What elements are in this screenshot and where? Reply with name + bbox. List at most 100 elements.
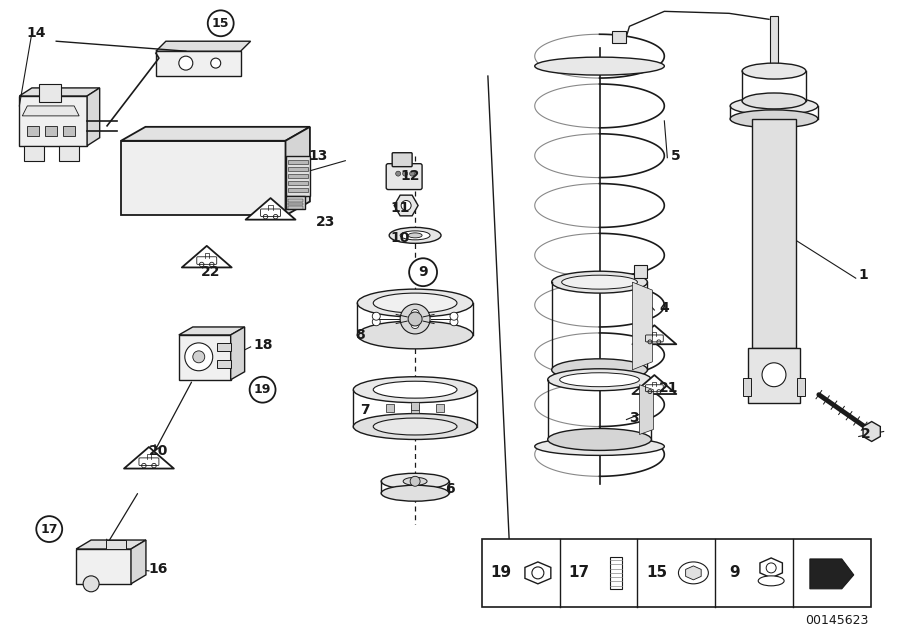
Bar bbox=[752, 119, 796, 348]
Polygon shape bbox=[639, 385, 653, 434]
Text: 1: 1 bbox=[859, 268, 868, 282]
Ellipse shape bbox=[408, 233, 422, 238]
Ellipse shape bbox=[560, 373, 639, 387]
Circle shape bbox=[400, 304, 430, 334]
Bar bbox=[634, 265, 647, 278]
Ellipse shape bbox=[382, 485, 449, 501]
Polygon shape bbox=[633, 282, 652, 370]
Bar bbox=[609, 557, 622, 589]
Ellipse shape bbox=[374, 381, 457, 398]
Ellipse shape bbox=[742, 93, 806, 109]
Polygon shape bbox=[633, 325, 676, 344]
Bar bbox=[285, 195, 305, 209]
Circle shape bbox=[208, 10, 234, 36]
Circle shape bbox=[396, 171, 400, 176]
Circle shape bbox=[249, 377, 275, 403]
Bar bbox=[287, 174, 309, 177]
Bar bbox=[27, 126, 40, 136]
Circle shape bbox=[410, 171, 415, 176]
Bar bbox=[287, 167, 309, 170]
Ellipse shape bbox=[562, 275, 637, 289]
Bar bbox=[796, 378, 805, 396]
Bar bbox=[411, 405, 419, 413]
Polygon shape bbox=[863, 422, 880, 441]
Ellipse shape bbox=[357, 321, 472, 349]
Ellipse shape bbox=[357, 289, 472, 317]
Ellipse shape bbox=[730, 97, 818, 115]
Circle shape bbox=[184, 343, 212, 371]
Text: 00145623: 00145623 bbox=[806, 614, 868, 627]
Polygon shape bbox=[76, 549, 131, 584]
Polygon shape bbox=[19, 88, 100, 96]
Polygon shape bbox=[230, 327, 245, 380]
Bar bbox=[217, 360, 230, 368]
Polygon shape bbox=[394, 195, 418, 216]
Ellipse shape bbox=[354, 377, 477, 403]
Bar bbox=[287, 181, 309, 184]
Circle shape bbox=[532, 567, 544, 579]
Text: 7: 7 bbox=[360, 403, 370, 417]
Bar bbox=[45, 126, 58, 136]
Circle shape bbox=[411, 321, 419, 329]
Ellipse shape bbox=[552, 359, 647, 381]
Text: 12: 12 bbox=[400, 169, 419, 183]
Polygon shape bbox=[182, 246, 231, 268]
Ellipse shape bbox=[535, 57, 664, 75]
Text: 4: 4 bbox=[660, 301, 669, 315]
Circle shape bbox=[36, 516, 62, 542]
Ellipse shape bbox=[552, 271, 647, 293]
Polygon shape bbox=[121, 141, 285, 216]
Polygon shape bbox=[19, 96, 87, 146]
Text: 9: 9 bbox=[418, 265, 427, 279]
Bar bbox=[436, 404, 445, 411]
Bar bbox=[287, 198, 303, 202]
Text: 2: 2 bbox=[860, 427, 870, 441]
Circle shape bbox=[373, 318, 380, 326]
Circle shape bbox=[408, 312, 422, 326]
Polygon shape bbox=[285, 127, 310, 216]
Polygon shape bbox=[121, 127, 310, 141]
Bar bbox=[287, 188, 309, 191]
Bar bbox=[106, 540, 126, 549]
Text: 16: 16 bbox=[148, 562, 168, 576]
Polygon shape bbox=[633, 375, 676, 394]
Polygon shape bbox=[525, 562, 551, 584]
Ellipse shape bbox=[548, 429, 652, 450]
Text: 14: 14 bbox=[26, 26, 46, 40]
Circle shape bbox=[410, 476, 420, 487]
Text: 23: 23 bbox=[315, 216, 335, 230]
Text: 17: 17 bbox=[569, 565, 590, 581]
Bar bbox=[411, 402, 419, 410]
Circle shape bbox=[766, 563, 776, 573]
Circle shape bbox=[762, 363, 786, 387]
Text: 15: 15 bbox=[212, 17, 230, 30]
Circle shape bbox=[450, 312, 458, 320]
Ellipse shape bbox=[354, 413, 477, 439]
Polygon shape bbox=[246, 198, 295, 219]
Text: 20: 20 bbox=[148, 445, 168, 459]
Polygon shape bbox=[76, 540, 146, 549]
Ellipse shape bbox=[535, 438, 664, 455]
Bar bbox=[63, 126, 76, 136]
Polygon shape bbox=[131, 540, 146, 584]
Text: 18: 18 bbox=[254, 338, 273, 352]
Text: 8: 8 bbox=[356, 328, 365, 342]
Bar bbox=[287, 202, 303, 205]
Ellipse shape bbox=[374, 418, 457, 435]
Text: 11: 11 bbox=[391, 202, 410, 216]
Bar bbox=[770, 17, 778, 71]
Text: 3: 3 bbox=[629, 411, 639, 425]
Polygon shape bbox=[156, 51, 240, 76]
Ellipse shape bbox=[730, 110, 818, 128]
Polygon shape bbox=[156, 41, 250, 51]
Polygon shape bbox=[22, 106, 79, 116]
Text: 17: 17 bbox=[40, 523, 58, 536]
Ellipse shape bbox=[548, 369, 652, 391]
Ellipse shape bbox=[403, 477, 427, 485]
Bar bbox=[482, 539, 870, 607]
Bar bbox=[217, 343, 230, 351]
Bar bbox=[285, 156, 310, 195]
Bar bbox=[613, 31, 626, 43]
Ellipse shape bbox=[758, 576, 784, 586]
Text: 19: 19 bbox=[254, 383, 271, 396]
